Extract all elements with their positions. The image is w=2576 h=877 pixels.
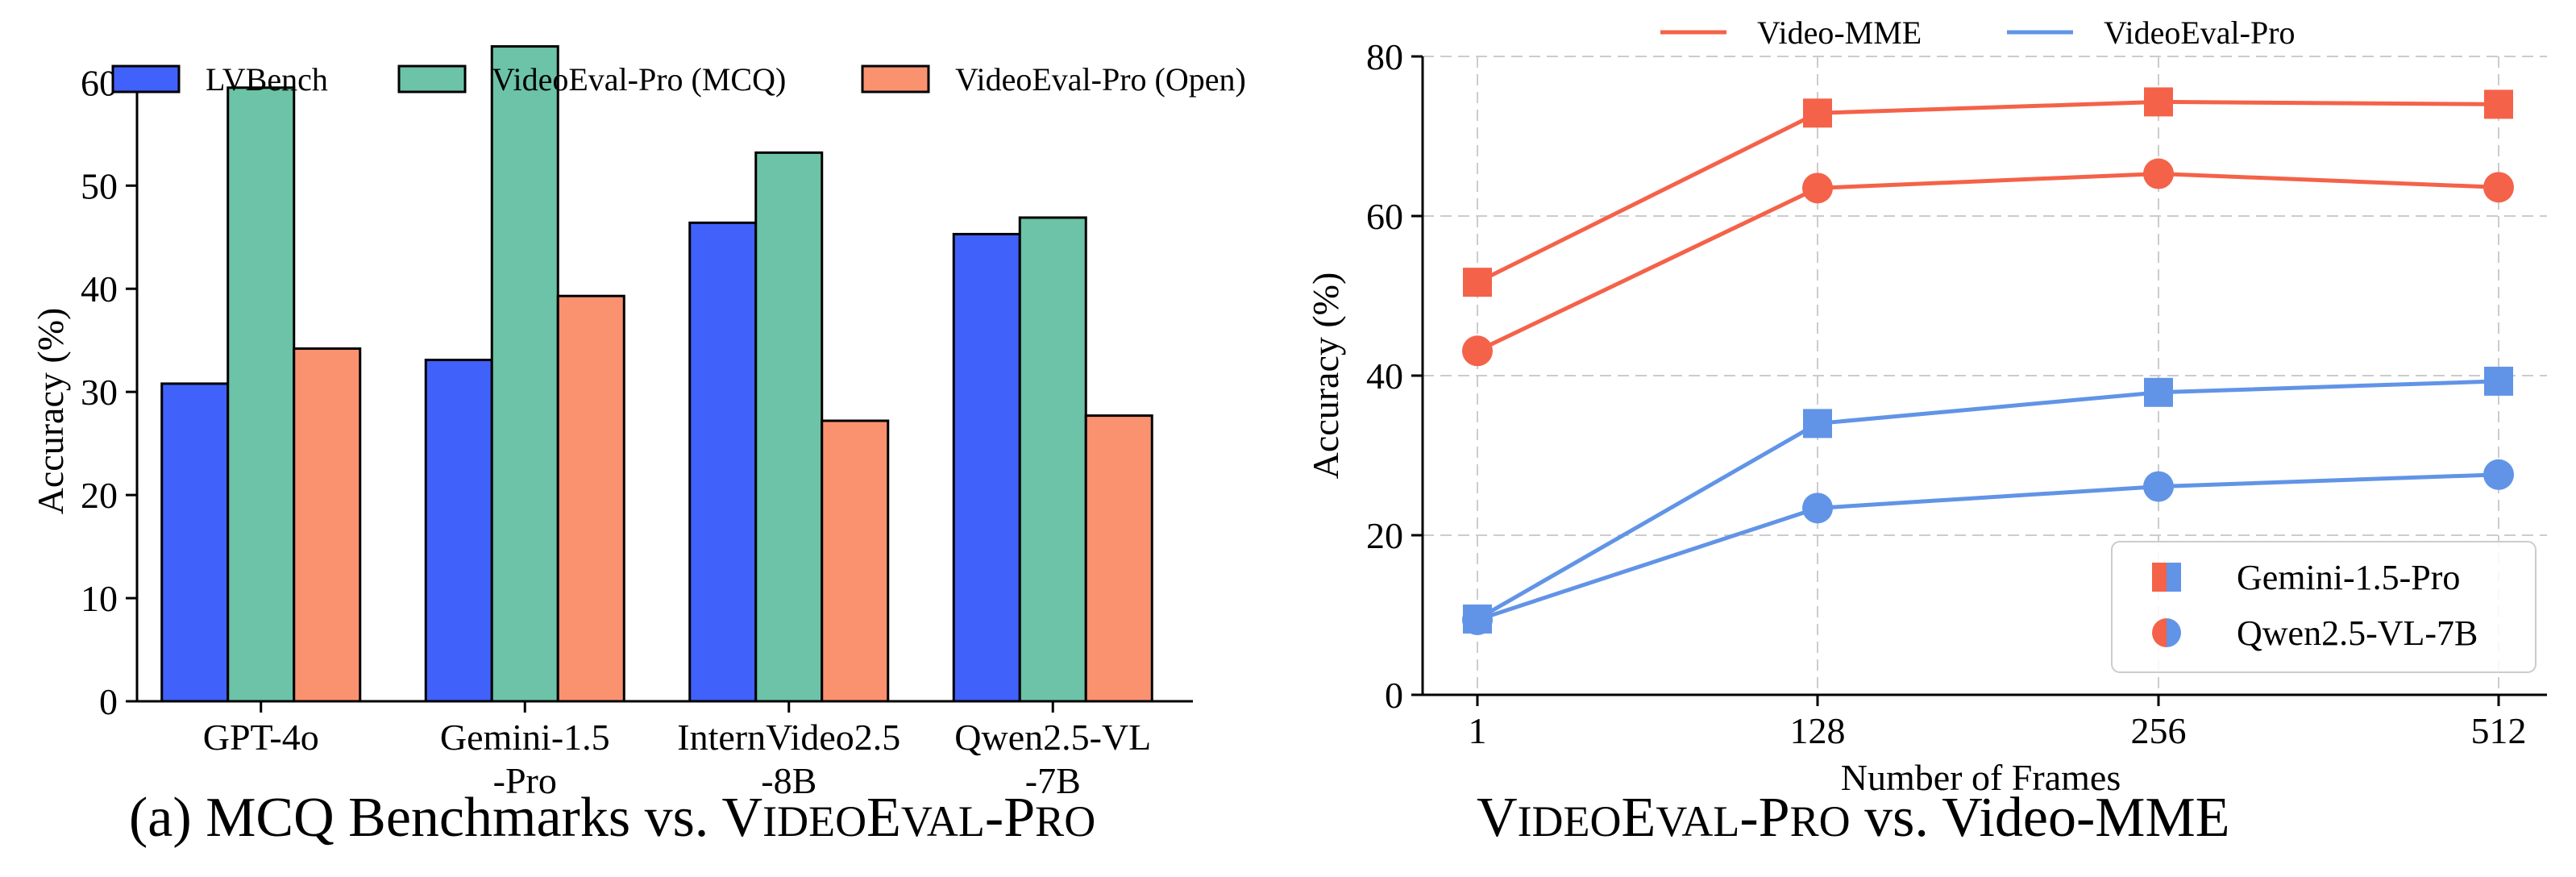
x-tick-label: 512 <box>2471 710 2527 751</box>
series-line-gemini-1-5-pro-videoeval-pro <box>1476 379 2499 621</box>
circle-marker <box>2483 172 2514 203</box>
y-tick-label: 20 <box>1366 515 1403 556</box>
x-tick-label: 128 <box>1790 710 1846 751</box>
y-tick-label: 60 <box>81 62 118 103</box>
right-caption-suffix: vs. Video-MME <box>1850 787 2230 849</box>
y-tick-label: 40 <box>1366 355 1403 397</box>
right-caption: VIDEOEVAL-PRO vs. Video-MME <box>1477 786 2230 850</box>
legend-label: LVBench <box>206 61 328 98</box>
line-chart-panel: 0 20 40 60 80 1 128 256 512 Number of Frames Accur… <box>1305 15 2547 798</box>
circle-marker <box>1802 172 1833 204</box>
bar-videoeval-pro-open--0 <box>293 347 362 703</box>
square-marker <box>1803 409 1832 438</box>
legend-square-right <box>2167 563 2181 592</box>
bar-videoeval-pro-mcq--0 <box>226 86 296 703</box>
circle-marker <box>1802 493 1833 524</box>
series-line-gemini-1-5-pro-video-mme <box>1476 99 2499 285</box>
bar-lvbench-0 <box>160 382 230 703</box>
bar-videoeval-pro-mcq--3 <box>1018 216 1087 703</box>
square-marker <box>2144 377 2173 407</box>
square-marker <box>2484 366 2513 396</box>
y-axis-label: Accuracy (%) <box>30 308 71 515</box>
bar-lvbench-2 <box>688 221 758 703</box>
circle-marker <box>2143 471 2174 502</box>
y-tick-label: 80 <box>1366 36 1403 77</box>
x-axis-label: Number of Frames <box>1841 757 2121 798</box>
y-tick-label: 10 <box>81 578 118 619</box>
x-tick-label: -7B <box>1025 760 1081 801</box>
right-caption-smallcaps: VIDEOEVAL-PRO <box>1477 787 1851 849</box>
circle-marker <box>2143 158 2174 189</box>
square-marker <box>2484 89 2513 119</box>
legend-square-left <box>2152 563 2167 592</box>
legend-circle-right <box>2167 618 2181 647</box>
legend-swatch <box>111 64 181 94</box>
x-tick-label: -Pro <box>493 760 557 801</box>
bar-videoeval-pro-open--3 <box>1084 414 1153 703</box>
circle-marker <box>2483 459 2514 490</box>
square-marker <box>1803 98 1832 128</box>
y-tick-label: 0 <box>99 681 118 722</box>
square-marker <box>2144 87 2173 117</box>
left-caption-prefix: (a) MCQ Benchmarks vs. <box>129 787 722 849</box>
left-caption: (a) MCQ Benchmarks vs. VIDEOEVAL-PRO <box>129 786 1095 850</box>
square-marker <box>1463 268 1492 297</box>
circle-marker <box>1462 335 1493 367</box>
y-tick-label: 60 <box>1366 196 1403 237</box>
legend-label: VideoEval-Pro (MCQ) <box>492 61 786 98</box>
x-tick-label: 256 <box>2131 710 2187 751</box>
y-tick-label: 20 <box>81 475 118 516</box>
bar-lvbench-3 <box>952 232 1021 703</box>
y-tick-label: 0 <box>1385 675 1403 716</box>
legend-label: VideoEval-Pro <box>2104 15 2296 51</box>
legend-swatch <box>861 64 930 94</box>
x-tick-label: Qwen2.5-VL <box>954 717 1151 758</box>
x-tick-label: 1 <box>1469 710 1487 751</box>
legend-label: Gemini-1.5-Pro <box>2237 558 2460 597</box>
bar-chart-panel: 0 10 20 30 40 50 60 Accuracy (%) GPT-4o Gemini-1.… <box>30 45 1246 801</box>
legend-label: Video-MME <box>1757 15 1922 51</box>
bar-lvbench-1 <box>424 359 493 703</box>
bar-videoeval-pro-mcq--2 <box>754 151 824 703</box>
x-tick-label: GPT-4o <box>203 717 319 758</box>
legend-circle-left <box>2152 618 2167 647</box>
series-line-qwen2-5-vl-7b-videoeval-pro <box>1477 472 2499 622</box>
circle-marker <box>1462 604 1493 635</box>
series-line-qwen2-5-vl-7b-video-mme <box>1476 172 2499 353</box>
y-tick-label: 40 <box>81 268 118 310</box>
left-caption-smallcaps: VIDEOEVAL-PRO <box>721 787 1096 849</box>
x-tick-label: InternVideo2.5 <box>677 717 900 758</box>
x-tick-label: -8B <box>761 760 816 801</box>
legend-label: VideoEval-Pro (Open) <box>955 61 1246 98</box>
y-tick-label: 50 <box>81 165 118 206</box>
legend-label: Qwen2.5-VL-7B <box>2237 613 2478 653</box>
bar-videoeval-pro-mcq--1 <box>490 45 559 703</box>
y-axis-label: Accuracy (%) <box>1305 272 1346 480</box>
x-tick-label: Gemini-1.5 <box>440 717 610 758</box>
bar-videoeval-pro-open--2 <box>821 419 890 703</box>
y-tick-label: 30 <box>81 372 118 413</box>
legend-swatch <box>397 64 467 94</box>
bar-videoeval-pro-open--1 <box>556 294 625 703</box>
marker-legend-box <box>2111 541 2537 673</box>
